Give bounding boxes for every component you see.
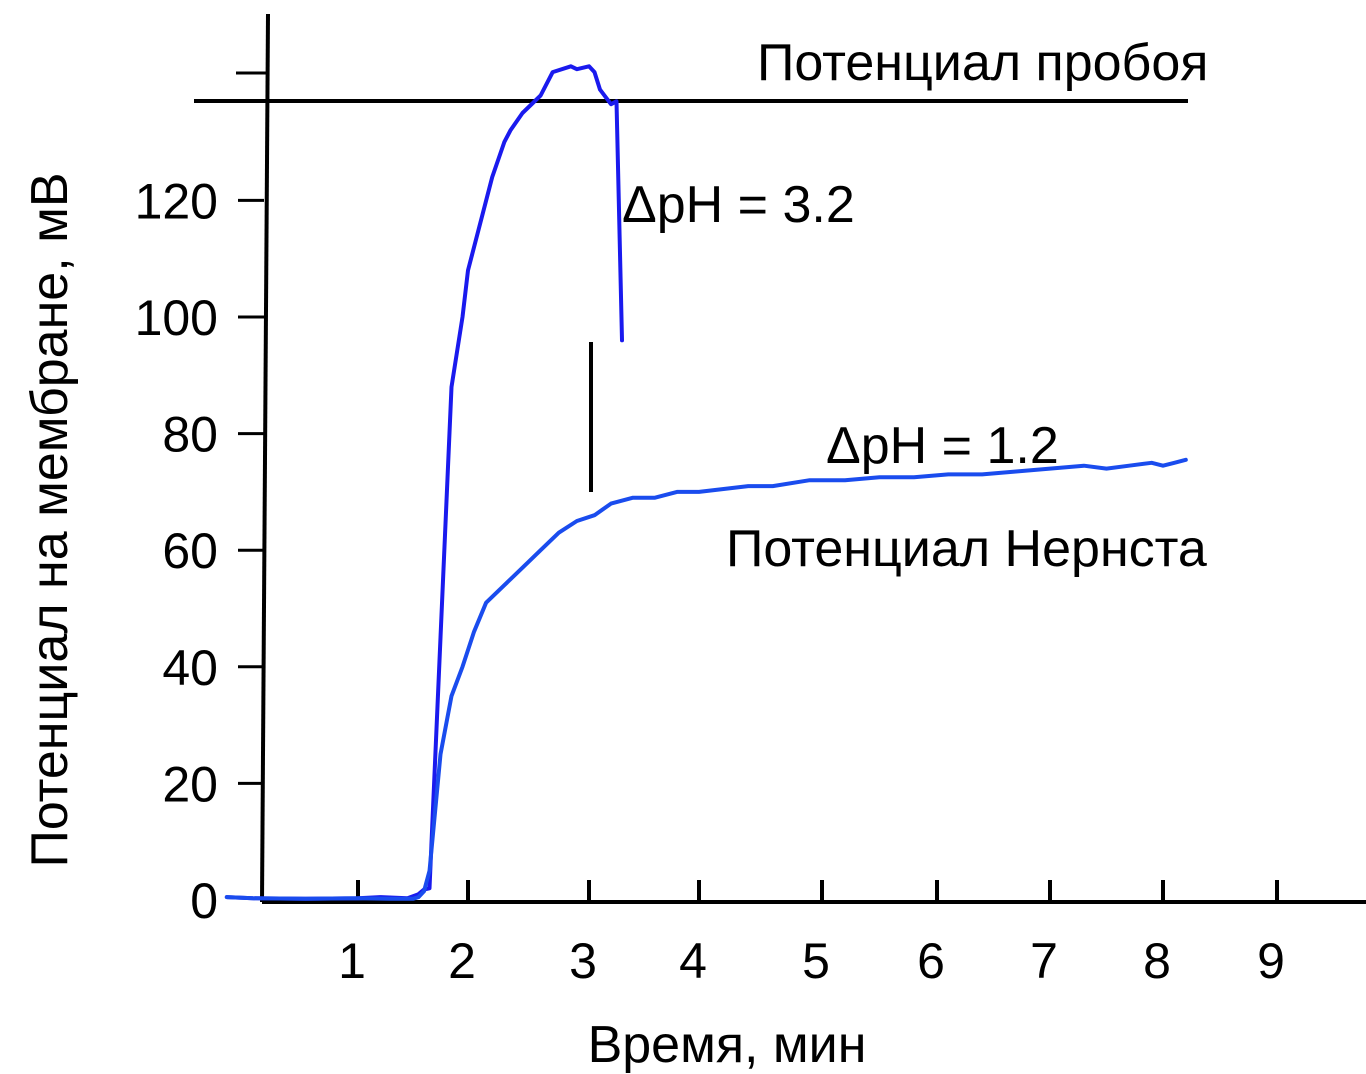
x-tick-label: 7 xyxy=(1030,933,1058,989)
y-tick-label: 40 xyxy=(162,640,218,696)
y-ticks: 0 20 40 60 80 100 120 xyxy=(135,173,264,929)
x-tick-label: 8 xyxy=(1143,933,1171,989)
dph-3-2-label: ΔpH = 3.2 xyxy=(622,176,855,234)
y-tick-label: 60 xyxy=(162,523,218,579)
y-tick-label: 0 xyxy=(190,873,218,929)
nernst-potential-label: Потенциал Нернста xyxy=(726,520,1207,578)
x-tick-label: 4 xyxy=(679,933,707,989)
y-tick-label: 120 xyxy=(135,173,218,229)
x-tick-label: 1 xyxy=(338,933,366,989)
dph-1-2-label: ΔpH = 1.2 xyxy=(826,417,1059,475)
y-tick-label: 100 xyxy=(135,290,218,346)
y-tick-label: 20 xyxy=(162,756,218,812)
y-axis xyxy=(260,13,270,903)
x-axis-title: Время, мин xyxy=(588,1016,867,1074)
x-tick-label: 6 xyxy=(917,933,945,989)
y-tick-label: 80 xyxy=(162,407,218,463)
breakdown-potential-label: Потенциал пробоя xyxy=(757,34,1208,92)
series-line-dph-3-2 xyxy=(224,64,624,901)
x-tick-label: 2 xyxy=(448,933,476,989)
x-tick-label: 9 xyxy=(1257,933,1285,989)
x-tick-label: 3 xyxy=(569,933,597,989)
x-ticks: 1 2 3 4 5 6 7 8 9 xyxy=(338,880,1285,989)
y-axis-title: Потенциал на мембране, мВ xyxy=(21,172,79,867)
series-line-dph-1-2 xyxy=(224,457,1188,901)
x-tick-label: 5 xyxy=(802,933,830,989)
